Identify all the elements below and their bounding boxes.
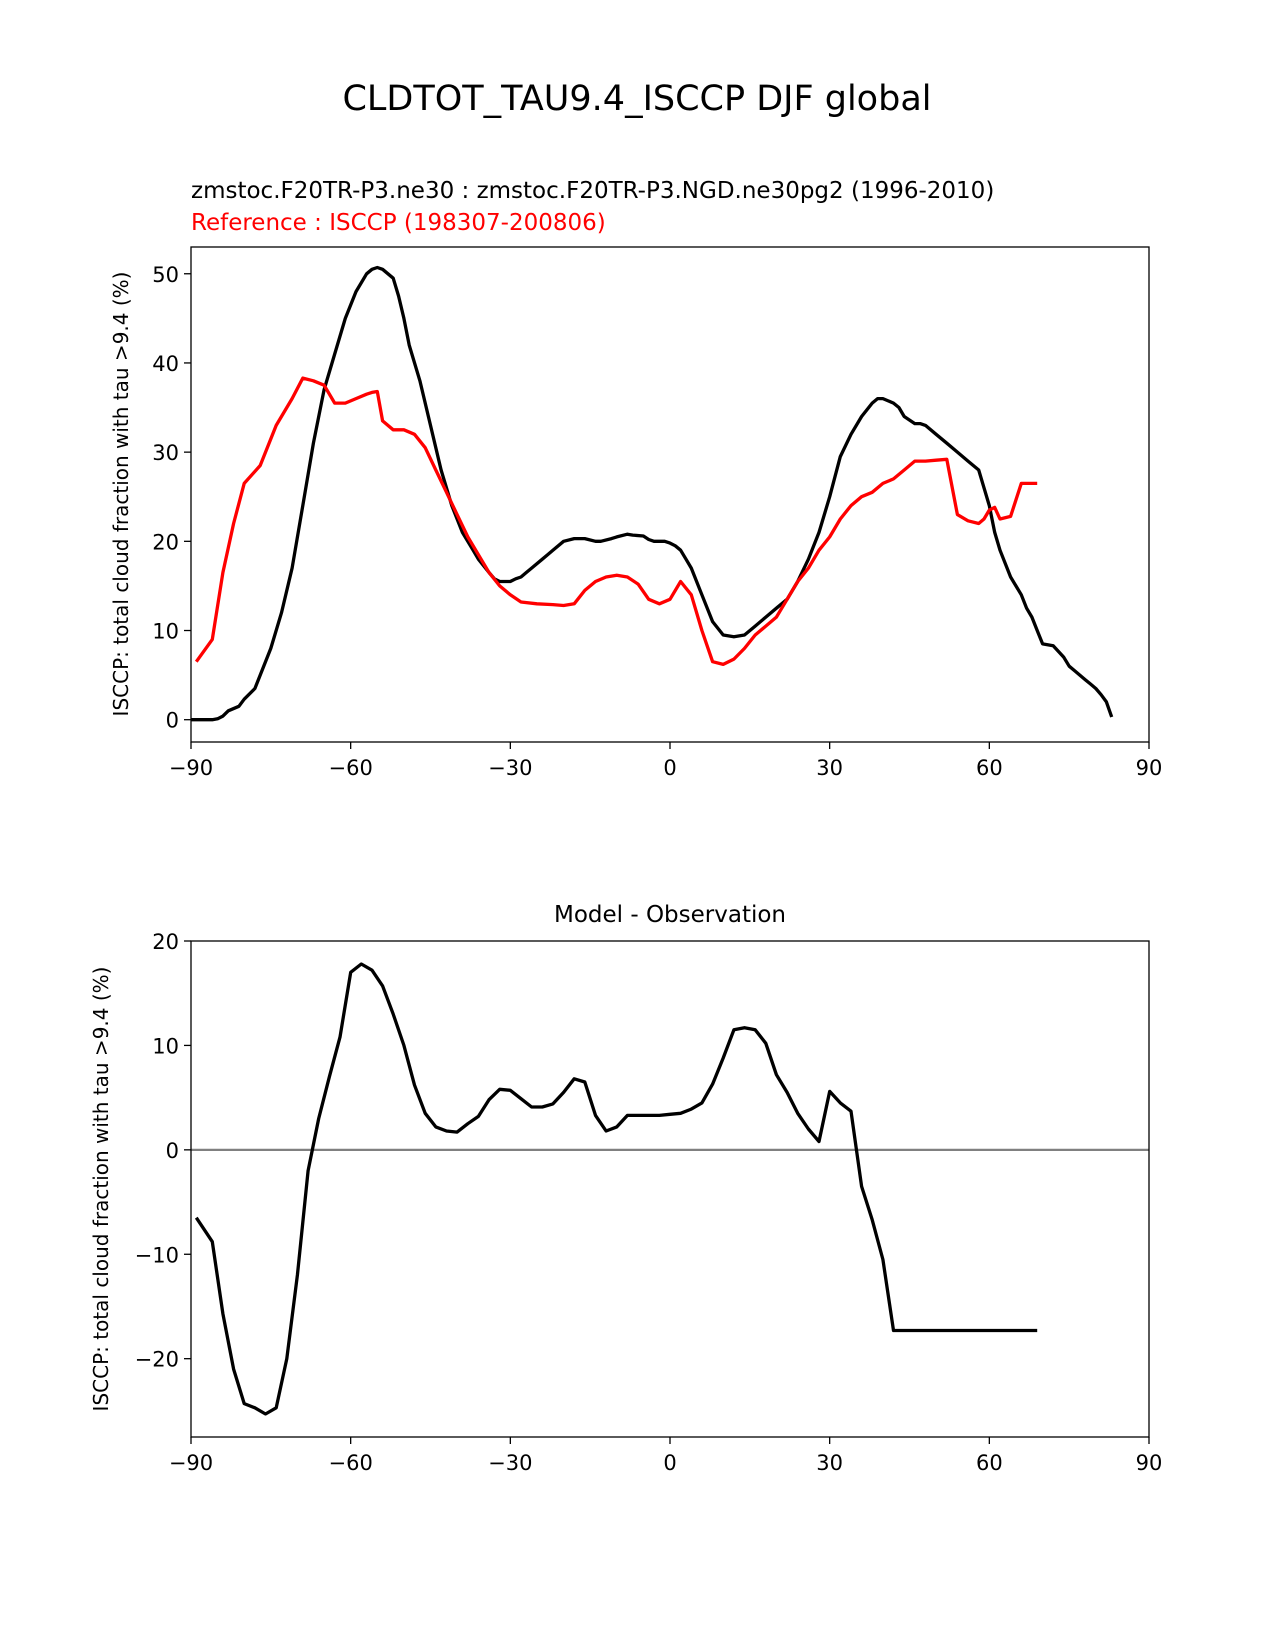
y-axis-label: ISCCP: total cloud fraction with tau >9.…: [109, 272, 133, 717]
y-tick-label: 20: [152, 530, 179, 554]
x-tick-label: −60: [329, 1451, 373, 1475]
y-tick-label: −20: [135, 1348, 179, 1372]
y-axis-label: ISCCP: total cloud fraction with tau >9.…: [89, 967, 113, 1412]
x-tick-label: 30: [816, 756, 843, 780]
x-tick-label: −30: [488, 1451, 532, 1475]
top-panel: zmstoc.F20TR-P3.ne30 : zmstoc.F20TR-P3.N…: [109, 178, 1162, 780]
y-tick-label: 50: [152, 263, 179, 287]
x-tick-label: 30: [816, 1451, 843, 1475]
x-tick-label: 90: [1136, 756, 1163, 780]
series-line-0: [191, 265, 1114, 722]
top-panel-reference-title: Reference : ISCCP (198307-200806): [191, 210, 606, 236]
top-panel-test-title: zmstoc.F20TR-P3.ne30 : zmstoc.F20TR-P3.N…: [191, 178, 994, 204]
x-tick-label: −90: [169, 1451, 213, 1475]
bottom-panel-title: Model - Observation: [554, 902, 786, 928]
series-line-1: [194, 376, 1038, 667]
plot-frame: [190, 940, 1150, 1438]
x-tick-label: 0: [663, 1451, 676, 1475]
x-tick-label: 0: [663, 756, 676, 780]
bottom-panel: Model - Observation −90 −60 −30 0 30 60 90 −20 −…: [89, 902, 1162, 1475]
y-tick-label: 0: [166, 1139, 179, 1163]
x-tick-label: 60: [976, 756, 1003, 780]
y-tick-label: 30: [152, 441, 179, 465]
x-tick-label: −60: [329, 756, 373, 780]
series-line-0: [194, 962, 1038, 1416]
x-tick-label: 90: [1136, 1451, 1163, 1475]
y-tick-label: −10: [135, 1243, 179, 1267]
y-tick-label: 10: [152, 1034, 179, 1058]
y-tick-label: 40: [152, 352, 179, 376]
y-tick-label: 0: [166, 709, 179, 733]
x-tick-label: −90: [169, 756, 213, 780]
y-tick-label: 10: [152, 620, 179, 644]
x-tick-label: 60: [976, 1451, 1003, 1475]
figure-title: CLDTOT_TAU9.4_ISCCP DJF global: [342, 79, 931, 119]
x-tick-label: −30: [488, 756, 532, 780]
plot-frame: [190, 246, 1150, 743]
y-tick-label: 20: [152, 930, 179, 954]
